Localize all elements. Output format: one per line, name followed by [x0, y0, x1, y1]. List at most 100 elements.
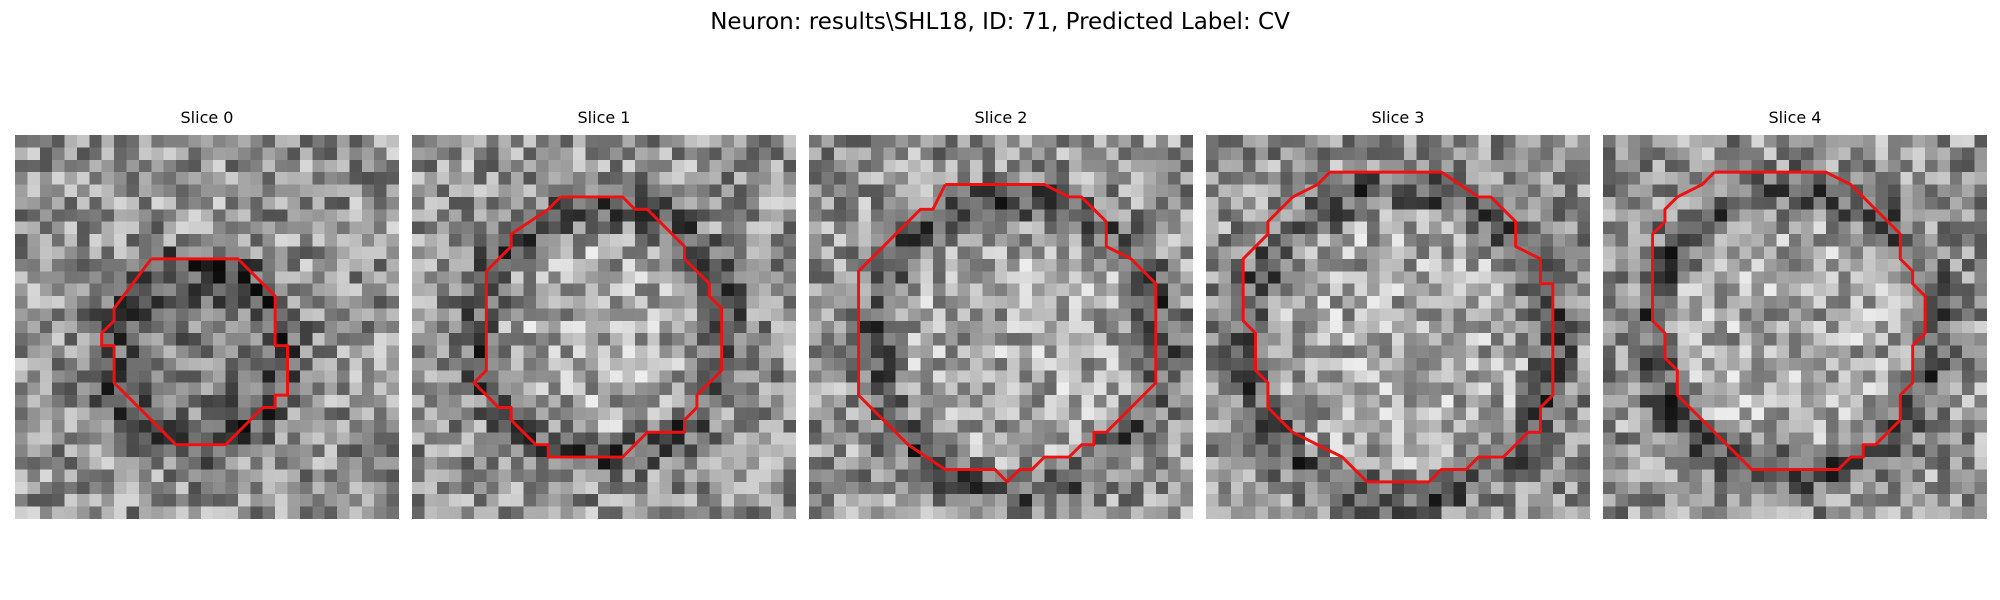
- pixel-cell: [461, 234, 475, 247]
- pixel-cell: [200, 494, 214, 507]
- pixel-cell: [932, 209, 946, 222]
- pixel-cell: [523, 271, 537, 284]
- pixel-cell: [1949, 357, 1963, 371]
- pixel-cell: [76, 234, 90, 247]
- pixel-cell: [920, 494, 934, 507]
- pixel-cell: [1206, 221, 1219, 235]
- pixel-cell: [883, 184, 896, 198]
- pixel-cell: [1093, 345, 1107, 359]
- pixel-cell: [1466, 419, 1479, 433]
- pixel-cell: [1552, 481, 1566, 495]
- pixel-cell: [15, 221, 28, 235]
- pixel-cell: [870, 172, 884, 185]
- pixel-cell: [200, 481, 214, 495]
- pixel-cell: [783, 432, 796, 445]
- pixel-cell: [932, 481, 946, 495]
- pixel-cell: [994, 457, 1008, 470]
- pixel-cell: [1702, 345, 1715, 359]
- slice-title: Slice 4: [1768, 108, 1822, 127]
- pixel-cell: [1912, 357, 1926, 371]
- pixel-cell: [151, 234, 164, 247]
- pixel-cell: [1180, 308, 1193, 322]
- pixel-cell: [1093, 494, 1107, 507]
- pixel-cell: [1528, 172, 1541, 185]
- pixel-cell: [1577, 283, 1590, 297]
- pixel-cell: [573, 432, 586, 445]
- pixel-cell: [1776, 419, 1790, 433]
- pixel-cell: [1689, 196, 1703, 210]
- pixel-cell: [809, 135, 822, 148]
- pixel-cell: [27, 333, 41, 346]
- pixel-cell: [15, 308, 28, 322]
- pixel-cell: [64, 184, 78, 198]
- pixel-cell: [337, 320, 350, 334]
- pixel-cell: [89, 196, 102, 210]
- pixel-cell: [1912, 135, 1926, 148]
- pixel-cell: [1106, 382, 1119, 396]
- pixel-cell: [783, 159, 796, 173]
- pixel-cell: [1490, 308, 1504, 322]
- pixel-cell: [498, 172, 512, 185]
- pixel-cell: [1069, 308, 1082, 322]
- pixel-cell: [659, 308, 673, 322]
- pixel-cell: [1404, 234, 1417, 247]
- pixel-cell: [560, 432, 574, 445]
- pixel-cell: [1788, 382, 1802, 396]
- pixel-cell: [374, 159, 387, 173]
- pixel-cell: [1726, 159, 1740, 173]
- pixel-cell: [436, 296, 450, 309]
- pixel-cell: [1404, 407, 1417, 421]
- pixel-cell: [1206, 444, 1219, 458]
- pixel-cell: [1243, 407, 1256, 421]
- pixel-cell: [1875, 345, 1889, 359]
- pixel-cell: [1627, 469, 1641, 483]
- pixel-cell: [1875, 196, 1889, 210]
- pixel-cell: [349, 234, 363, 247]
- pixel-cell: [138, 345, 152, 359]
- pixel-cell: [1428, 432, 1442, 445]
- pixel-cell: [1689, 345, 1703, 359]
- pixel-cell: [1441, 234, 1454, 247]
- pixel-cell: [287, 246, 301, 260]
- pixel-cell: [250, 258, 263, 272]
- pixel-cell: [1764, 481, 1777, 495]
- pixel-cell: [1949, 135, 1963, 148]
- pixel-cell: [560, 246, 574, 260]
- pixel-cell: [1466, 506, 1479, 519]
- pixel-cell: [994, 320, 1008, 334]
- pixel-cell: [1937, 159, 1951, 173]
- pixel-cell: [225, 159, 239, 173]
- pixel-cell: [1044, 159, 1057, 173]
- pixel-cell: [1155, 444, 1169, 458]
- pixel-cell: [486, 407, 499, 421]
- pixel-cell: [1019, 481, 1033, 495]
- pixel-cell: [1850, 283, 1864, 297]
- pixel-cell: [734, 246, 747, 260]
- pixel-cell: [548, 221, 561, 235]
- pixel-cell: [1739, 506, 1752, 519]
- pixel-cell: [821, 382, 835, 396]
- pixel-cell: [1031, 308, 1045, 322]
- pixel-cell: [1949, 147, 1963, 161]
- pixel-cell: [932, 147, 946, 161]
- pixel-cell: [833, 308, 847, 322]
- pixel-cell: [337, 494, 350, 507]
- pixel-cell: [349, 209, 363, 222]
- pixel-cell: [361, 370, 375, 383]
- pixel-cell: [1677, 320, 1690, 334]
- pixel-cell: [821, 135, 835, 148]
- pixel-cell: [15, 246, 28, 260]
- pixel-cell: [1887, 494, 1901, 507]
- pixel-cell: [945, 172, 958, 185]
- pixel-cell: [1664, 481, 1678, 495]
- pixel-cell: [473, 159, 487, 173]
- pixel-cell: [1243, 271, 1256, 284]
- pixel-cell: [696, 221, 710, 235]
- pixel-cell: [1577, 147, 1590, 161]
- pixel-cell: [932, 444, 946, 458]
- pixel-cell: [1466, 382, 1479, 396]
- pixel-cell: [89, 172, 102, 185]
- pixel-cell: [312, 469, 325, 483]
- pixel-cell: [337, 395, 350, 408]
- pixel-cell: [970, 271, 983, 284]
